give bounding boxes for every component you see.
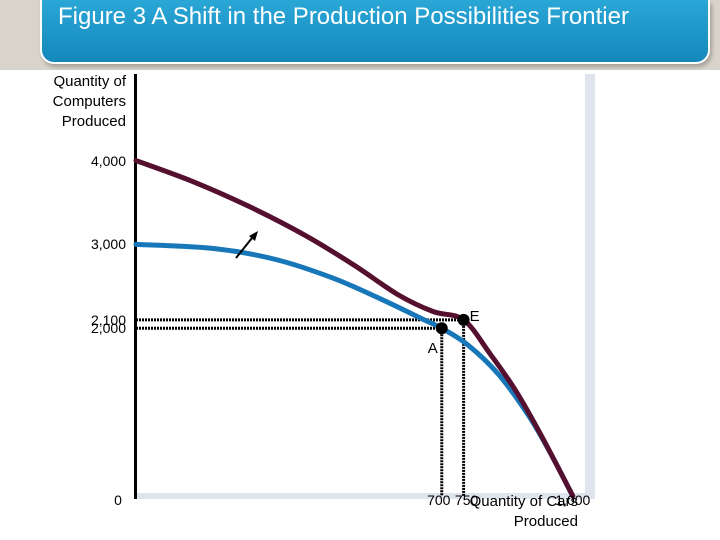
shift-arrow-head bbox=[249, 231, 258, 241]
point-a-label: A bbox=[427, 340, 438, 358]
x-tick-label: 750 bbox=[454, 492, 479, 508]
y-tick-label: 2,100 bbox=[90, 311, 126, 328]
plot-area bbox=[134, 74, 595, 499]
x-tick-label: 0 bbox=[114, 492, 122, 508]
copyright-text: Copyright © 2004 South-Western bbox=[498, 529, 602, 536]
y-axis-label: Quantity of Computers Produced bbox=[52, 73, 126, 130]
chart-title: Figure 3 A Shift in the Production Possi… bbox=[58, 3, 629, 30]
y-tick-label: 4,000 bbox=[90, 152, 126, 169]
title-banner: Figure 3 A Shift in the Production Possi… bbox=[40, 0, 710, 64]
x-tick-label: 700 bbox=[427, 492, 451, 508]
point-e-marker bbox=[457, 313, 470, 326]
y-tick-label: 3,000 bbox=[90, 236, 126, 253]
shift-arrow-shaft bbox=[235, 237, 253, 259]
y-tick-label: 2,000 bbox=[90, 320, 126, 337]
x-axis-label: Quantity of Cars Produced bbox=[469, 493, 578, 530]
original-ppf-curve bbox=[133, 241, 576, 499]
point-a-marker bbox=[435, 322, 448, 335]
x-tick-label: 1,000 bbox=[555, 492, 591, 508]
shifted-ppf-curve bbox=[133, 158, 576, 499]
point-e-label: E bbox=[469, 307, 480, 325]
